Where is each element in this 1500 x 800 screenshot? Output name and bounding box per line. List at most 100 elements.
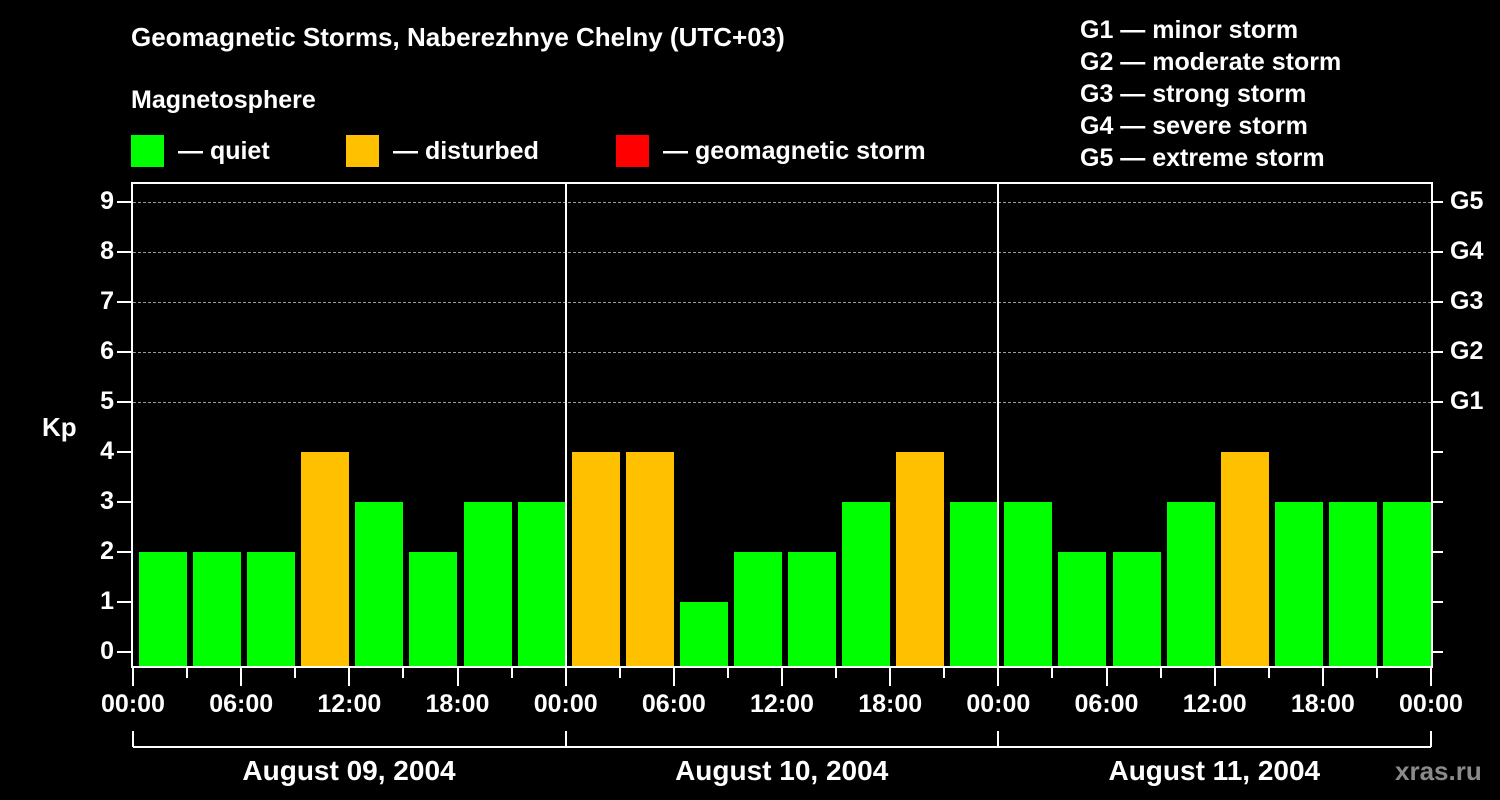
gridline (133, 402, 1431, 403)
x-tick (1321, 668, 1324, 686)
kp-bar (1004, 502, 1053, 666)
y-tick-label: 6 (100, 337, 114, 365)
x-tick-label: 00:00 (966, 690, 1031, 718)
x-tick (564, 668, 567, 686)
quiet-swatch-icon (131, 135, 164, 167)
legend-disturbed-label: — disturbed (393, 136, 539, 165)
legend-storm-label: — geomagnetic storm (663, 136, 926, 165)
kp-bar (625, 452, 674, 666)
gridline (133, 252, 1431, 253)
y-tick-label: 7 (100, 287, 114, 315)
watermark: xras.ru (1395, 756, 1482, 786)
x-tick-label: 12:00 (317, 690, 382, 718)
x-tick (1213, 668, 1216, 686)
x-tick (1051, 668, 1054, 678)
day-label: August 09, 2004 (242, 755, 456, 786)
y-tick (117, 451, 131, 453)
bracket-tick (1430, 731, 1432, 747)
x-tick (889, 668, 892, 686)
y-tick-label: 8 (100, 237, 114, 265)
legend-disturbed: — disturbed (346, 134, 539, 168)
chart-title: Geomagnetic Storms, Naberezhnye Chelny (… (131, 22, 785, 52)
kp-bar (896, 452, 945, 666)
y-tick-label: 5 (100, 387, 114, 415)
bracket-tick (564, 731, 567, 747)
g-level-label: G1 (1450, 387, 1484, 415)
kp-bar (1058, 552, 1107, 666)
y-tick (117, 551, 131, 553)
kp-bar (1112, 552, 1161, 666)
right-tick (1433, 451, 1443, 453)
kp-bar (1382, 502, 1431, 666)
g-scale-item: G4 — severe storm (1080, 112, 1308, 140)
gridline (133, 302, 1431, 303)
y-tick (117, 301, 131, 303)
bracket-tick (997, 731, 1000, 747)
right-tick (1433, 301, 1443, 303)
kp-bar (463, 502, 512, 666)
kp-bar (1274, 502, 1323, 666)
g-scale-item: G2 — moderate storm (1080, 48, 1342, 76)
right-tick (1433, 251, 1443, 253)
kp-bar (842, 502, 891, 666)
right-tick (1433, 501, 1443, 503)
x-tick (835, 668, 838, 678)
right-tick (1433, 351, 1443, 353)
legend-quiet: — quiet (131, 134, 270, 168)
y-tick (117, 251, 131, 253)
x-tick (402, 668, 405, 678)
x-tick (510, 668, 513, 678)
kp-bar (950, 502, 999, 666)
y-tick-label: 3 (100, 487, 114, 515)
y-tick (117, 601, 131, 603)
x-tick (1375, 668, 1378, 678)
kp-bar (1166, 502, 1215, 666)
x-tick (781, 668, 783, 686)
x-tick (1105, 668, 1108, 686)
x-tick-label: 00:00 (533, 690, 598, 718)
y-tick-label: 1 (100, 587, 114, 615)
x-tick (943, 668, 946, 678)
x-tick-label: 12:00 (1182, 690, 1247, 718)
x-tick (672, 668, 675, 686)
x-tick-label: 06:00 (209, 690, 274, 718)
y-axis-label: Kp (42, 412, 77, 442)
x-tick-label: 00:00 (101, 690, 165, 718)
plot-area (131, 182, 1433, 668)
x-tick (186, 668, 189, 678)
kp-bar (355, 502, 404, 666)
kp-bar (193, 552, 242, 666)
y-tick (117, 401, 131, 403)
kp-bar (788, 552, 836, 666)
bracket-tick (132, 731, 134, 747)
x-tick-label: 06:00 (1074, 690, 1139, 718)
x-tick (294, 668, 297, 678)
g-scale-item: G3 — strong storm (1080, 80, 1307, 108)
kp-bar (139, 552, 187, 666)
g-scale-legend: G1 — minor storm G2 — moderate storm G3 … (1080, 14, 1341, 174)
x-tick (997, 668, 1000, 686)
y-tick (117, 351, 131, 353)
x-tick (726, 668, 729, 678)
right-tick (1433, 201, 1443, 203)
gridline (133, 352, 1431, 353)
g-level-label: G3 (1450, 287, 1484, 315)
x-tick (618, 668, 621, 678)
day-label: August 10, 2004 (675, 755, 889, 786)
x-tick-label: 12:00 (750, 690, 814, 718)
right-tick (1433, 401, 1443, 403)
disturbed-swatch-icon (346, 135, 379, 167)
kp-bar (247, 552, 296, 666)
y-tick-label: 9 (100, 187, 114, 215)
legend-storm: — geomagnetic storm (616, 134, 926, 168)
x-tick-label: 06:00 (641, 690, 706, 718)
x-tick-label: 18:00 (1290, 690, 1355, 718)
x-tick (240, 668, 243, 686)
gridline (133, 202, 1431, 203)
day-bracket (133, 746, 1431, 748)
kp-bar (733, 552, 782, 666)
right-tick (1433, 601, 1443, 603)
g-level-label: G4 (1450, 237, 1484, 265)
kp-bar (301, 452, 350, 666)
kp-bar (409, 552, 458, 666)
